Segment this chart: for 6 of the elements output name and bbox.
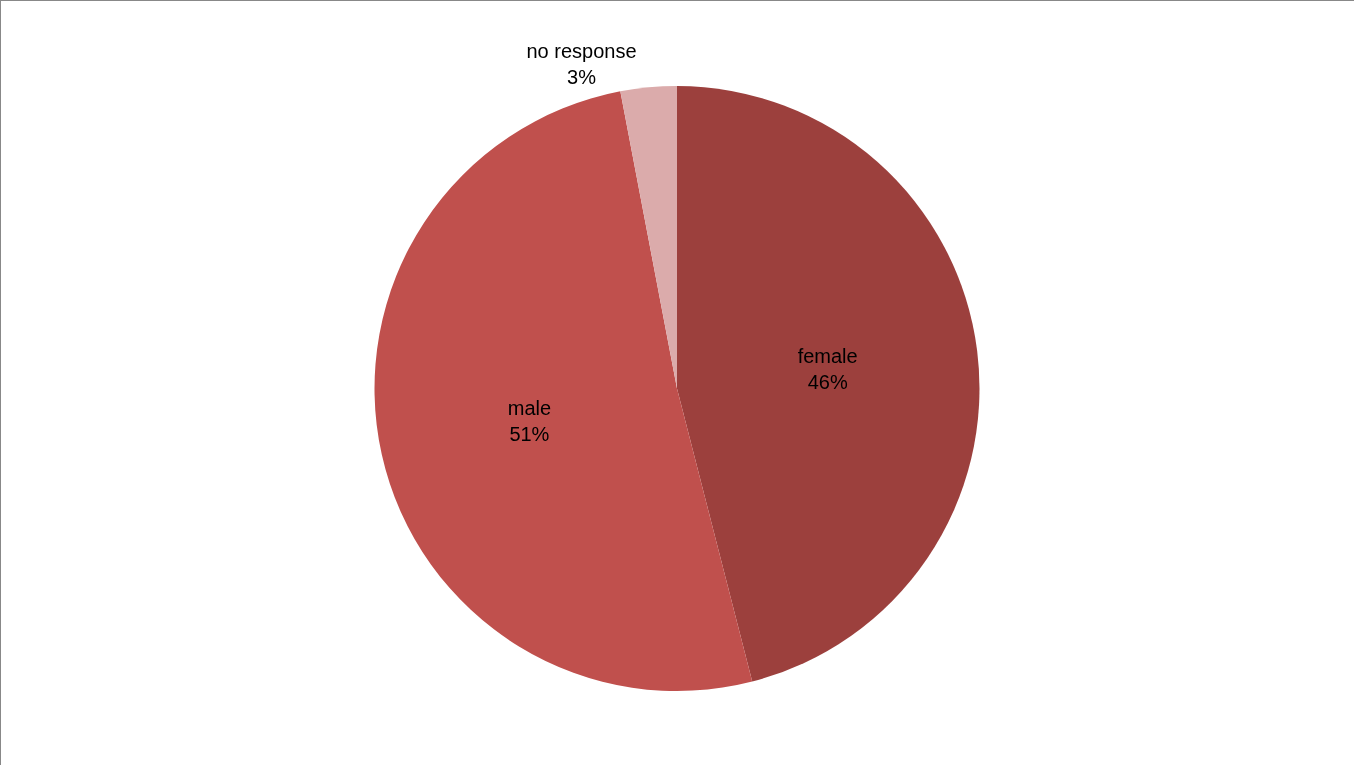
slice-label: female: [797, 345, 858, 368]
slice-label: no response: [526, 39, 637, 62]
data-label: 3%: [567, 65, 597, 88]
slice-label: male: [507, 397, 552, 420]
data-label: 51%: [509, 423, 550, 446]
data-label: 46%: [807, 371, 848, 394]
